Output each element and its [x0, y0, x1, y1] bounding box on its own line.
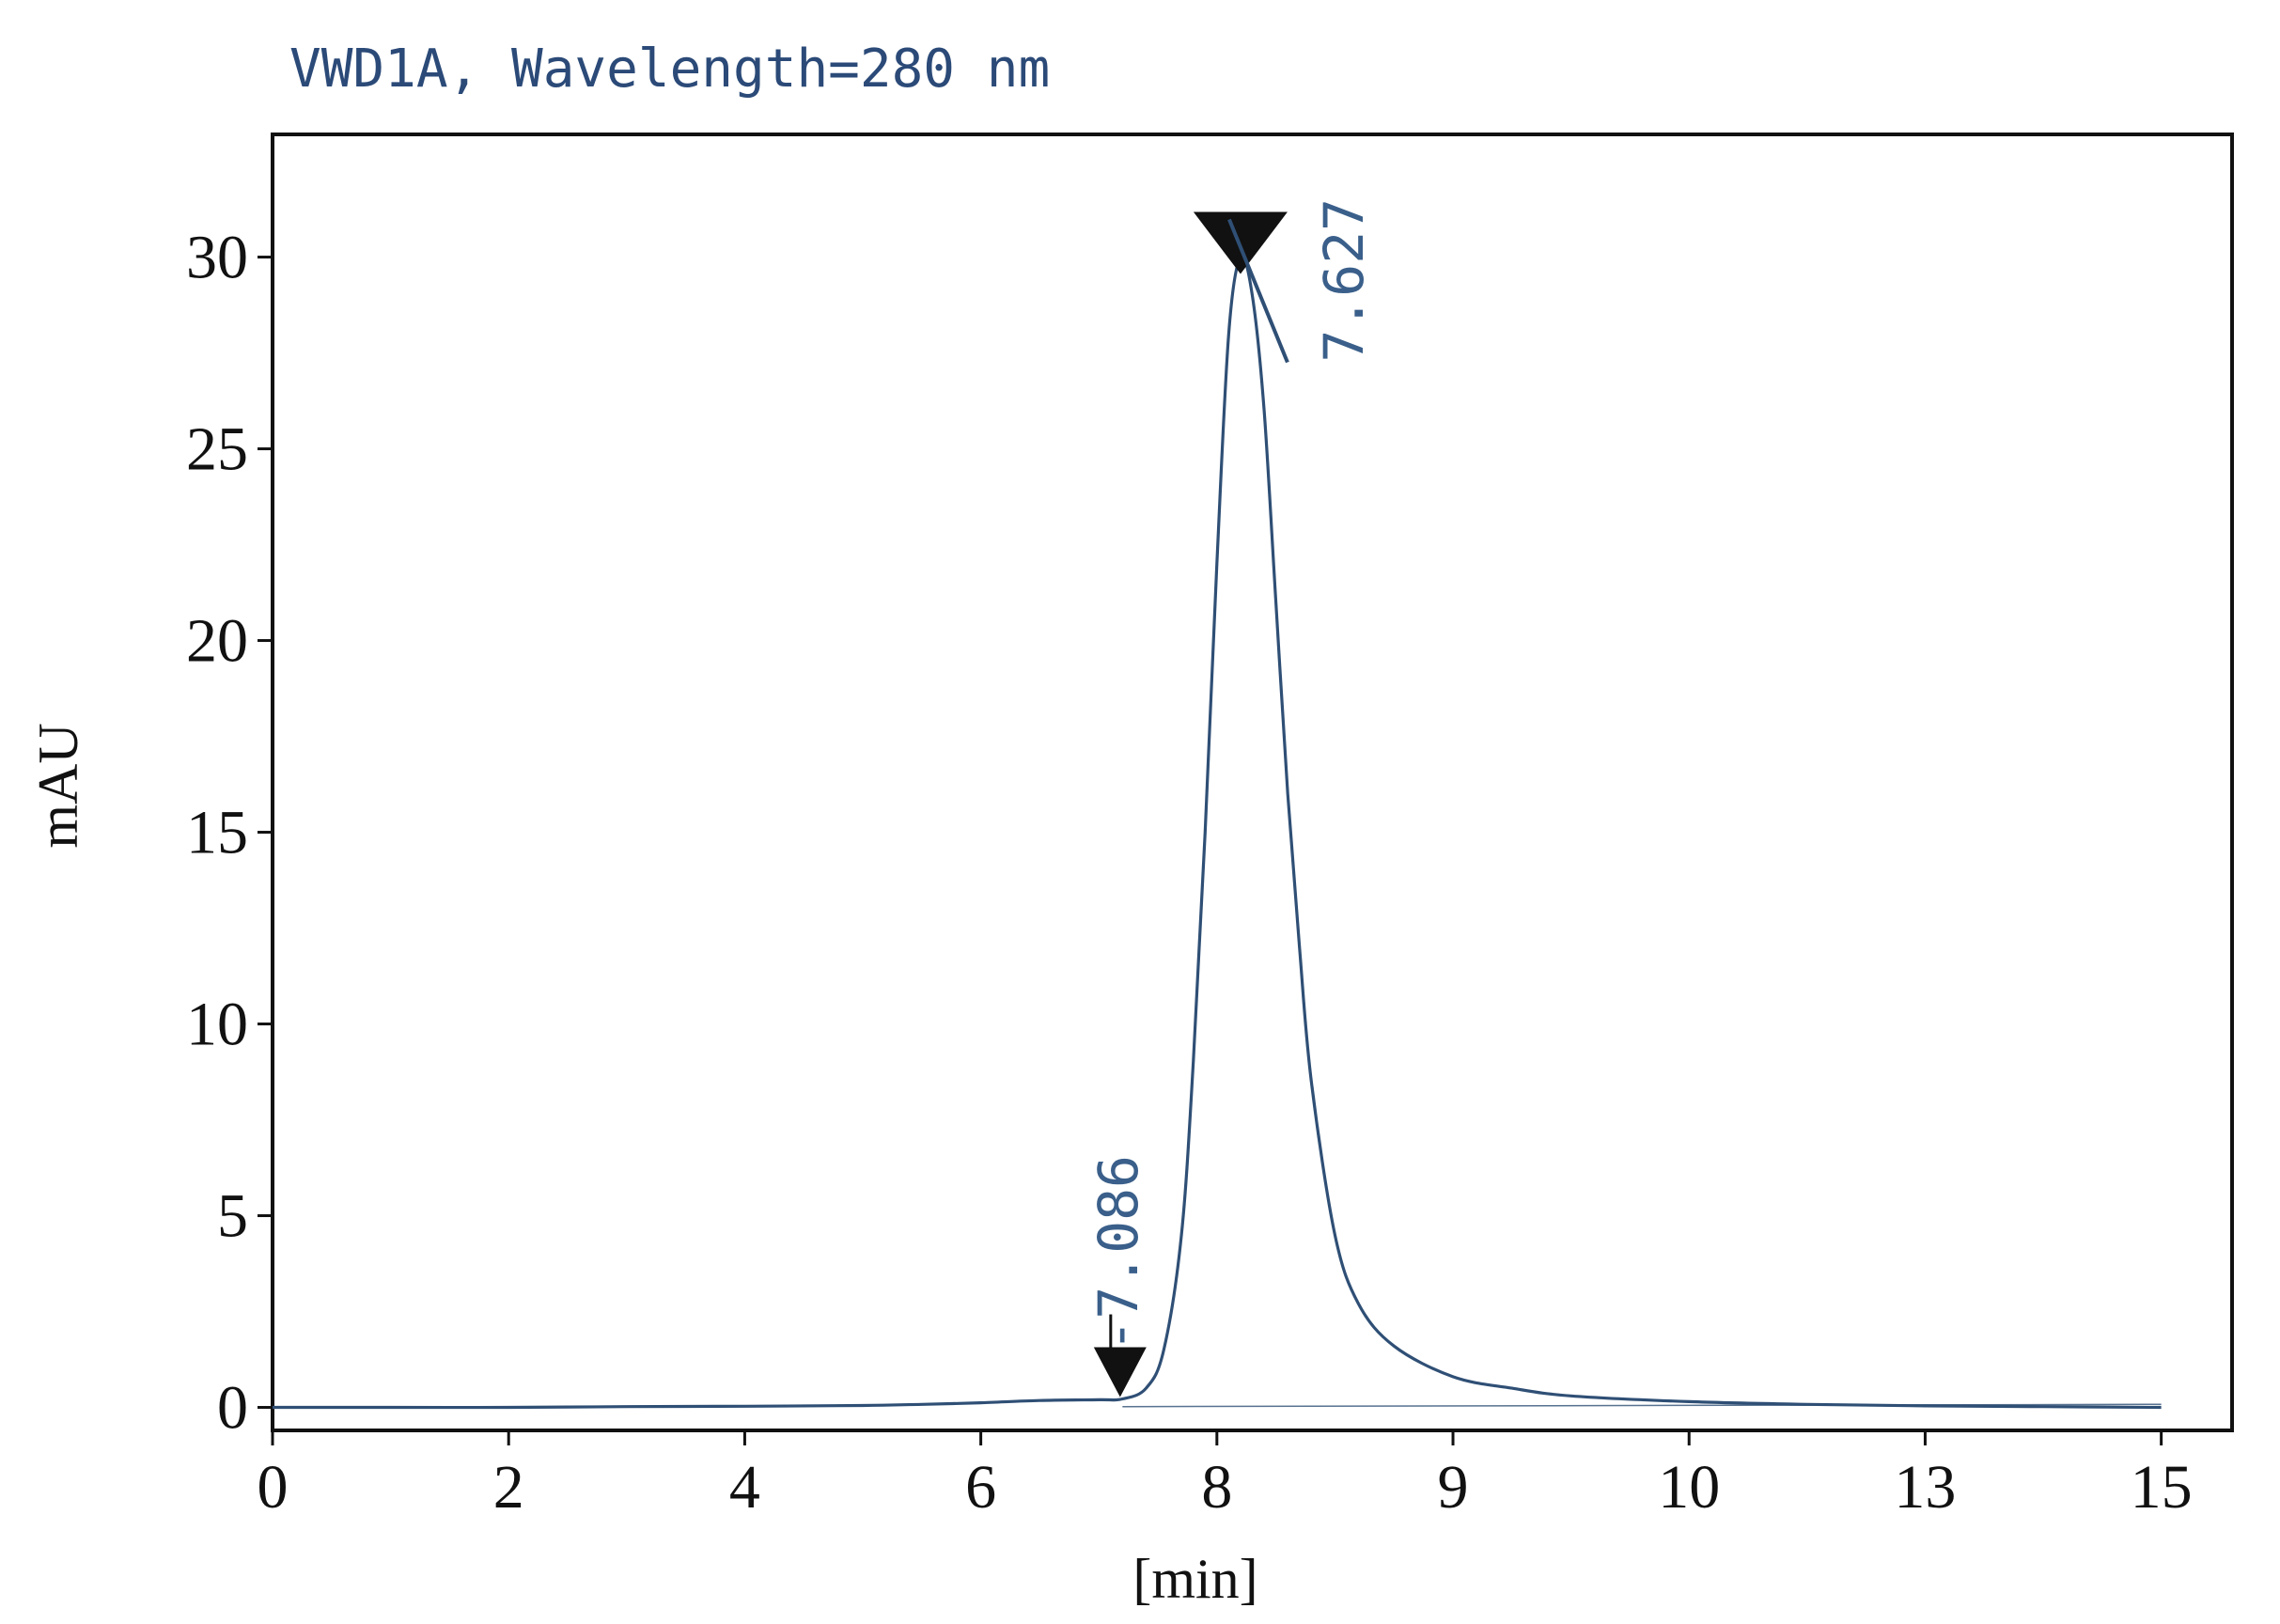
x-tick-label-15: 15 — [2131, 1453, 2193, 1522]
x-tick-label-13: 13 — [1894, 1453, 1956, 1522]
x-tick-label-0: 0 — [258, 1453, 289, 1522]
x-tick-label-9: 9 — [1438, 1453, 1469, 1522]
y-tick-label-25: 25 — [186, 415, 248, 484]
plot-frame — [271, 133, 2234, 1432]
peak-label-7627: 7.627 — [1312, 198, 1376, 363]
x-tick-label-10: 10 — [1658, 1453, 1720, 1522]
x-tick-label-4: 4 — [729, 1453, 760, 1522]
peak-marker-triangle — [1093, 1347, 1147, 1398]
y-tick-label-10: 10 — [186, 991, 248, 1059]
chromatogram-trace — [273, 254, 2162, 1410]
y-tick-label-30: 30 — [186, 224, 248, 292]
x-tick-label-6: 6 — [965, 1453, 996, 1522]
y-tick-label-15: 15 — [186, 799, 248, 867]
x-tick-label-8: 8 — [1201, 1453, 1232, 1522]
x-tick-label-2: 2 — [493, 1453, 524, 1522]
y-tick-label-0: 0 — [217, 1374, 248, 1443]
y-axis-label: mAU — [27, 723, 89, 848]
y-tick-label-20: 20 — [186, 607, 248, 676]
plot-area: 0 5 10 15 20 25 30 0 2 4 6 8 9 10 13 15 -7.086 7.627 — [186, 133, 2234, 1522]
chart-title: VWD1A, Wavelength=280 nm — [289, 39, 1050, 100]
peak-label-7086: -7.086 — [1086, 1155, 1150, 1352]
integration-baseline — [1122, 1403, 2162, 1408]
peak-apex-tick — [1227, 218, 1289, 364]
x-axis-label: [min] — [1132, 1548, 1257, 1610]
y-tick-label-5: 5 — [217, 1182, 248, 1251]
